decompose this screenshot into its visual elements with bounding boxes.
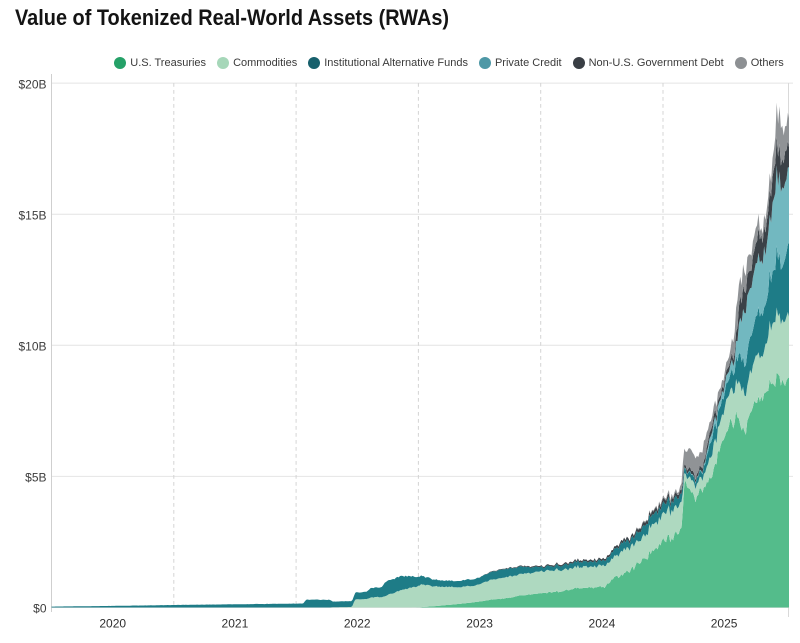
svg-text:2020: 2020 (99, 617, 126, 631)
svg-text:2023: 2023 (466, 617, 493, 631)
svg-text:$15B: $15B (18, 208, 46, 222)
svg-text:$20B: $20B (18, 77, 46, 91)
svg-text:2024: 2024 (589, 617, 616, 631)
svg-text:$5B: $5B (25, 471, 46, 485)
svg-text:2025: 2025 (711, 617, 738, 631)
svg-text:2022: 2022 (344, 617, 371, 631)
svg-text:$0: $0 (33, 602, 47, 616)
svg-text:2021: 2021 (222, 617, 249, 631)
svg-text:$10B: $10B (18, 340, 46, 354)
